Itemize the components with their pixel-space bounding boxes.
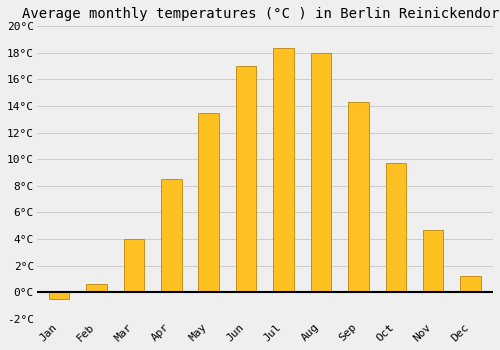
Bar <box>49 292 70 299</box>
Bar <box>423 230 444 292</box>
Bar <box>386 163 406 292</box>
Bar <box>274 48 294 292</box>
Title: Average monthly temperatures (°C ) in Berlin Reinickendorf: Average monthly temperatures (°C ) in Be… <box>22 7 500 21</box>
Bar <box>348 102 368 292</box>
Bar <box>161 179 182 292</box>
Bar <box>236 66 256 292</box>
Bar <box>124 239 144 292</box>
Bar <box>198 113 219 292</box>
Bar <box>310 53 332 292</box>
Bar <box>86 284 107 292</box>
Bar <box>460 276 481 292</box>
